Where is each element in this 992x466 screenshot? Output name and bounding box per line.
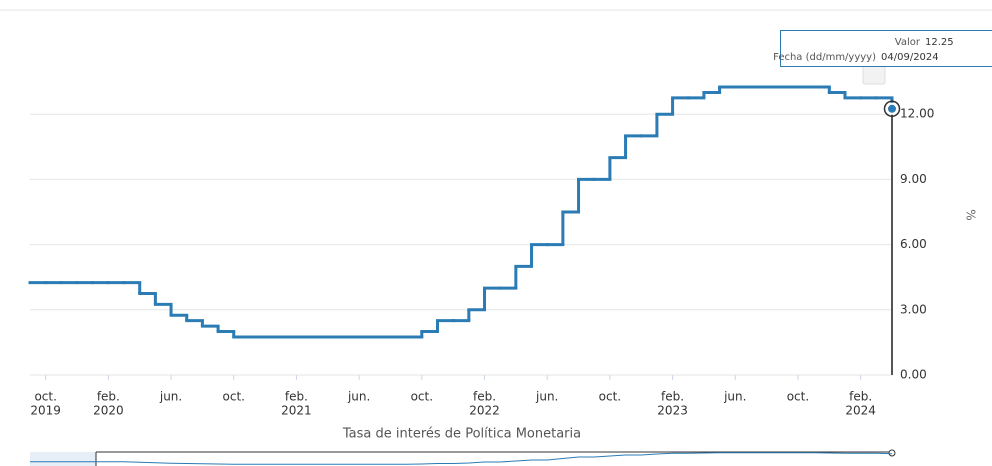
plot-area: 0.00 3.00 6.00 9.00 12.00 oct. feb. jun. oct. feb… xyxy=(28,85,934,418)
x-year-label: 2022 xyxy=(469,404,500,418)
x-year-label: 2019 xyxy=(30,404,61,418)
tooltip: Valor 12.25 Fecha (dd/mm/yyyy) 04/09/202… xyxy=(773,30,992,67)
navigator-mask xyxy=(30,452,96,466)
export-icon[interactable] xyxy=(862,65,886,85)
tooltip-date: 04/09/2024 xyxy=(881,52,939,63)
x-year-label: 2021 xyxy=(281,404,312,418)
hover-ring xyxy=(883,100,901,118)
x-year-label: 2020 xyxy=(93,404,124,418)
y-tick-label: 0.00 xyxy=(900,368,927,382)
x-tick-label: oct. xyxy=(411,390,433,404)
step-riser xyxy=(138,87,894,337)
x-tick-label: jun. xyxy=(723,390,746,404)
x-tick-label: jun. xyxy=(347,390,370,404)
y-axis-title: % xyxy=(964,209,978,220)
x-tick-label: oct. xyxy=(787,390,809,404)
tooltip-box xyxy=(780,30,992,67)
x-tick-label: feb. xyxy=(661,390,684,404)
x-tick-label: jun. xyxy=(159,390,182,404)
x-tick-label: oct. xyxy=(599,390,621,404)
y-tick-label: 12.00 xyxy=(900,107,934,121)
x-axis-title: Tasa de interés de Política Monetaria xyxy=(342,427,581,442)
y-tick-label: 3.00 xyxy=(900,302,927,316)
x-tick-label: feb. xyxy=(285,390,308,404)
y-tick-label: 6.00 xyxy=(900,237,927,251)
navigator-line xyxy=(30,452,893,465)
y-tick-label: 9.00 xyxy=(900,172,927,186)
x-tick-label: feb. xyxy=(473,390,496,404)
tooltip-label: Fecha (dd/mm/yyyy) xyxy=(773,52,876,63)
tooltip-label: Valor xyxy=(895,37,921,48)
x-tick-label: oct. xyxy=(34,390,56,404)
x-tick-label: feb. xyxy=(849,390,872,404)
tooltip-value: 12.25 xyxy=(925,37,954,48)
x-year-label: 2024 xyxy=(845,404,876,418)
hover-point xyxy=(886,102,898,115)
x-tick-label: oct. xyxy=(223,390,245,404)
x-tick-label: jun. xyxy=(535,390,558,404)
x-year-label: 2023 xyxy=(657,404,688,418)
navigator-handle[interactable] xyxy=(888,449,896,457)
x-tick-label: feb. xyxy=(97,390,120,404)
